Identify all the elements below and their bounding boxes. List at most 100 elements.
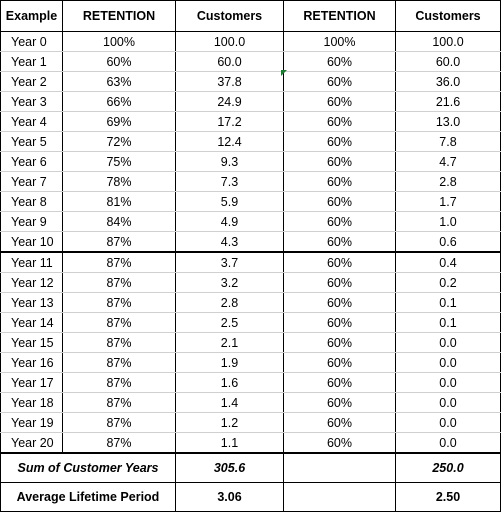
- sum-value-b[interactable]: 250.0: [395, 452, 501, 483]
- year-cell[interactable]: Year 12: [0, 272, 63, 293]
- retention-a-cell[interactable]: 87%: [62, 432, 176, 454]
- customers-a-cell[interactable]: 1.6: [175, 372, 284, 393]
- header-retention-b[interactable]: RETENTION: [283, 0, 396, 32]
- retention-b-cell[interactable]: 60%: [283, 352, 396, 373]
- retention-a-cell[interactable]: 87%: [62, 332, 176, 353]
- header-retention-a[interactable]: RETENTION: [62, 0, 176, 32]
- customers-a-cell[interactable]: 4.9: [175, 211, 284, 232]
- customers-a-cell[interactable]: 9.3: [175, 151, 284, 172]
- customers-a-cell[interactable]: 24.9: [175, 91, 284, 112]
- customers-b-cell[interactable]: 21.6: [395, 91, 501, 112]
- retention-a-cell[interactable]: 69%: [62, 111, 176, 132]
- retention-b-cell[interactable]: 60%: [283, 91, 396, 112]
- customers-b-cell[interactable]: 0.6: [395, 231, 501, 253]
- year-cell[interactable]: Year 16: [0, 352, 63, 373]
- retention-a-cell[interactable]: 87%: [62, 272, 176, 293]
- retention-b-cell[interactable]: 60%: [283, 372, 396, 393]
- retention-a-cell[interactable]: 87%: [62, 352, 176, 373]
- average-value-a[interactable]: 3.06: [175, 482, 284, 512]
- retention-a-cell[interactable]: 87%: [62, 231, 176, 253]
- customers-a-cell[interactable]: 37.8: [175, 71, 284, 92]
- customers-b-cell[interactable]: 60.0: [395, 51, 501, 72]
- year-cell[interactable]: Year 15: [0, 332, 63, 353]
- retention-b-cell[interactable]: 60%: [283, 231, 396, 253]
- header-customers-b[interactable]: Customers: [395, 0, 501, 32]
- customers-a-cell[interactable]: 60.0: [175, 51, 284, 72]
- customers-a-cell[interactable]: 1.9: [175, 352, 284, 373]
- customers-b-cell[interactable]: 2.8: [395, 171, 501, 192]
- retention-b-cell[interactable]: 60%: [283, 151, 396, 172]
- year-cell[interactable]: Year 1: [0, 51, 63, 72]
- customers-b-cell[interactable]: 0.0: [395, 392, 501, 413]
- retention-b-cell[interactable]: 60%: [283, 131, 396, 152]
- retention-b-cell[interactable]: 60%: [283, 432, 396, 454]
- header-example[interactable]: Example: [0, 0, 63, 32]
- year-cell[interactable]: Year 5: [0, 131, 63, 152]
- retention-a-cell[interactable]: 87%: [62, 392, 176, 413]
- retention-b-cell[interactable]: 60%: [283, 211, 396, 232]
- customers-b-cell[interactable]: 13.0: [395, 111, 501, 132]
- year-cell[interactable]: Year 2: [0, 71, 63, 92]
- retention-a-cell[interactable]: 72%: [62, 131, 176, 152]
- retention-a-cell[interactable]: 84%: [62, 211, 176, 232]
- sum-value-a[interactable]: 305.6: [175, 452, 284, 483]
- customers-b-cell[interactable]: 1.0: [395, 211, 501, 232]
- year-cell[interactable]: Year 6: [0, 151, 63, 172]
- retention-a-cell[interactable]: 87%: [62, 292, 176, 313]
- customers-b-cell[interactable]: 0.1: [395, 292, 501, 313]
- customers-b-cell[interactable]: 4.7: [395, 151, 501, 172]
- customers-a-cell[interactable]: 2.1: [175, 332, 284, 353]
- customers-b-cell[interactable]: 0.0: [395, 372, 501, 393]
- retention-a-cell[interactable]: 66%: [62, 91, 176, 112]
- retention-b-cell[interactable]: 60%: [283, 412, 396, 433]
- retention-b-cell[interactable]: 60%: [283, 171, 396, 192]
- year-cell[interactable]: Year 19: [0, 412, 63, 433]
- customers-b-cell[interactable]: 0.0: [395, 352, 501, 373]
- retention-a-cell[interactable]: 87%: [62, 312, 176, 333]
- year-cell[interactable]: Year 8: [0, 191, 63, 212]
- customers-b-cell[interactable]: 100.0: [395, 31, 501, 52]
- customers-a-cell[interactable]: 1.4: [175, 392, 284, 413]
- customers-a-cell[interactable]: 1.2: [175, 412, 284, 433]
- average-empty[interactable]: [283, 482, 396, 512]
- retention-a-cell[interactable]: 60%: [62, 51, 176, 72]
- customers-a-cell[interactable]: 5.9: [175, 191, 284, 212]
- customers-b-cell[interactable]: 0.0: [395, 412, 501, 433]
- customers-b-cell[interactable]: 36.0: [395, 71, 501, 92]
- sum-label[interactable]: Sum of Customer Years: [0, 452, 176, 483]
- customers-b-cell[interactable]: 0.0: [395, 432, 501, 454]
- customers-b-cell[interactable]: 0.0: [395, 332, 501, 353]
- retention-a-cell[interactable]: 100%: [62, 31, 176, 52]
- retention-a-cell[interactable]: 63%: [62, 71, 176, 92]
- customers-b-cell[interactable]: 0.2: [395, 272, 501, 293]
- retention-b-cell[interactable]: 60%: [283, 71, 396, 92]
- customers-a-cell[interactable]: 4.3: [175, 231, 284, 253]
- customers-a-cell[interactable]: 1.1: [175, 432, 284, 454]
- retention-a-cell[interactable]: 78%: [62, 171, 176, 192]
- retention-b-cell[interactable]: 60%: [283, 292, 396, 313]
- customers-b-cell[interactable]: 0.4: [395, 252, 501, 273]
- customers-a-cell[interactable]: 7.3: [175, 171, 284, 192]
- retention-b-cell[interactable]: 100%: [283, 31, 396, 52]
- sum-empty[interactable]: [283, 452, 396, 483]
- retention-a-cell[interactable]: 87%: [62, 412, 176, 433]
- customers-b-cell[interactable]: 0.1: [395, 312, 501, 333]
- year-cell[interactable]: Year 10: [0, 231, 63, 253]
- retention-b-cell[interactable]: 60%: [283, 272, 396, 293]
- retention-b-cell[interactable]: 60%: [283, 312, 396, 333]
- retention-a-cell[interactable]: 81%: [62, 191, 176, 212]
- retention-b-cell[interactable]: 60%: [283, 51, 396, 72]
- retention-a-cell[interactable]: 87%: [62, 372, 176, 393]
- header-customers-a[interactable]: Customers: [175, 0, 284, 32]
- retention-b-cell[interactable]: 60%: [283, 332, 396, 353]
- customers-a-cell[interactable]: 2.5: [175, 312, 284, 333]
- retention-b-cell[interactable]: 60%: [283, 191, 396, 212]
- retention-b-cell[interactable]: 60%: [283, 252, 396, 273]
- customers-a-cell[interactable]: 2.8: [175, 292, 284, 313]
- year-cell[interactable]: Year 3: [0, 91, 63, 112]
- customers-b-cell[interactable]: 1.7: [395, 191, 501, 212]
- year-cell[interactable]: Year 7: [0, 171, 63, 192]
- retention-a-cell[interactable]: 75%: [62, 151, 176, 172]
- retention-b-cell[interactable]: 60%: [283, 111, 396, 132]
- year-cell[interactable]: Year 18: [0, 392, 63, 413]
